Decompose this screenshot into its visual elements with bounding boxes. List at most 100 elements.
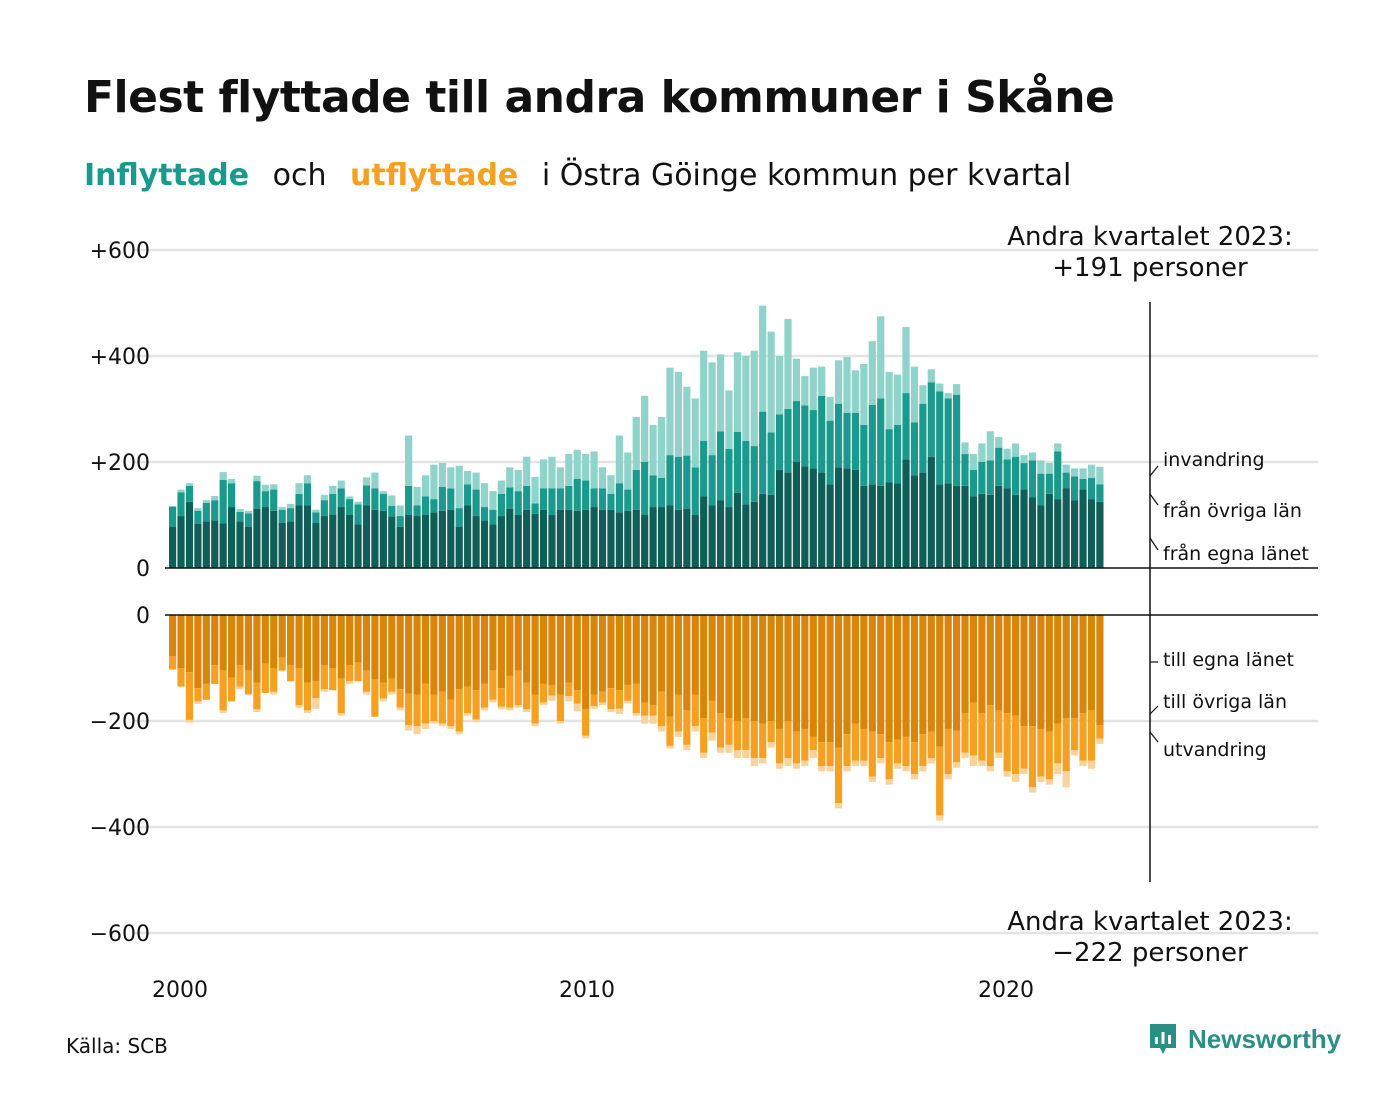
bar-in-segment	[708, 455, 716, 506]
bar-in-segment	[834, 403, 843, 468]
bar-out-segment	[371, 615, 379, 680]
bar-out-segment	[573, 690, 581, 704]
bar-in-segment	[961, 454, 969, 486]
bar-out-segment	[927, 731, 935, 759]
bar-out-segment	[1028, 726, 1037, 788]
bar-in-segment	[809, 367, 817, 411]
bar-out-segment	[312, 681, 320, 699]
bar-out-segment	[733, 750, 742, 759]
bar-out-segment	[936, 746, 944, 816]
bar-out-segment	[641, 715, 649, 724]
bar-out-segment	[506, 707, 514, 711]
bar-in-segment	[801, 466, 809, 568]
bar-in-segment	[1096, 484, 1104, 502]
bar-out-segment	[708, 700, 716, 733]
subtitle-and-word: och	[272, 158, 327, 193]
bar-in-segment	[548, 488, 556, 515]
bar-out-segment	[1087, 710, 1096, 761]
bar-in-segment	[371, 488, 379, 510]
bar-in-segment	[270, 489, 278, 511]
bar-out-segment	[421, 683, 430, 724]
bar-in-segment	[278, 522, 286, 568]
bar-in-segment	[750, 501, 758, 568]
bar-out-segment	[421, 615, 430, 684]
bar-out-segment	[877, 758, 885, 764]
bar-out-segment	[868, 731, 876, 777]
bar-out-segment	[1062, 615, 1070, 719]
bar-out-segment	[421, 723, 430, 729]
bar-out-segment	[1045, 731, 1053, 780]
bar-in-segment	[674, 371, 682, 457]
bar-in-segment	[624, 510, 632, 568]
bar-out-segment	[506, 675, 514, 708]
bar-out-segment	[320, 615, 328, 666]
bar-out-segment	[666, 716, 674, 746]
brand-name: Newsworthy	[1188, 1023, 1342, 1054]
bar-in-segment	[506, 487, 514, 509]
bar-in-segment	[826, 396, 834, 421]
bar-in-segment	[228, 478, 236, 484]
bar-out-segment	[716, 713, 725, 748]
bar-in-segment	[708, 505, 716, 568]
bar-in-segment	[733, 492, 742, 568]
bar-in-segment	[986, 494, 994, 568]
bar-out-segment	[759, 615, 767, 724]
bar-in-segment	[270, 484, 278, 490]
source-note: Källa: SCB	[66, 1034, 168, 1058]
bar-out-segment	[716, 747, 725, 753]
bar-in-segment	[615, 435, 623, 484]
bar-out-segment	[700, 718, 708, 753]
bar-in-segment	[228, 507, 236, 568]
subtitle-in-word: Inflyttade	[84, 158, 250, 193]
bar-out-segment	[944, 615, 952, 729]
bar-out-segment	[556, 615, 564, 695]
bar-in-segment	[1087, 477, 1096, 500]
bar-out-segment	[961, 615, 969, 714]
bar-in-segment	[961, 442, 969, 455]
bar-in-segment	[742, 440, 750, 505]
bar-in-segment	[657, 507, 666, 568]
bar-in-segment	[995, 485, 1003, 568]
bar-out-segment	[834, 747, 843, 804]
x-tick-label: 2000	[152, 978, 208, 1000]
bar-in-segment	[295, 493, 303, 506]
bar-out-segment	[978, 615, 986, 714]
bar-out-segment	[952, 730, 961, 763]
bar-in-segment	[961, 485, 969, 568]
bar-in-segment	[573, 478, 581, 511]
bar-out-segment	[961, 713, 969, 753]
bar-in-segment	[1079, 478, 1087, 490]
bar-in-segment	[362, 505, 371, 568]
legend-label: från egna länet	[1163, 542, 1309, 565]
bar-out-segment	[775, 615, 784, 729]
bar-out-segment	[472, 690, 480, 720]
bar-in-segment	[818, 472, 826, 568]
bar-in-segment	[733, 352, 742, 432]
bar-in-segment	[219, 480, 227, 524]
bar-out-segment	[531, 694, 539, 724]
bar-out-segment	[607, 688, 615, 710]
bar-in-segment	[674, 456, 682, 510]
bar-in-segment	[851, 412, 860, 470]
bar-in-segment	[523, 509, 531, 568]
bar-out-segment	[598, 702, 607, 706]
bar-out-segment	[185, 719, 194, 723]
bar-out-segment	[548, 615, 556, 685]
bar-out-segment	[742, 615, 750, 719]
bar-out-segment	[877, 734, 885, 759]
bar-out-segment	[253, 682, 261, 710]
bar-out-segment	[320, 665, 328, 690]
bar-out-segment	[801, 728, 809, 761]
bar-in-segment	[194, 508, 202, 511]
bar-in-segment	[860, 485, 868, 568]
bar-out-segment	[531, 615, 539, 695]
bar-in-segment	[851, 469, 860, 568]
bar-in-segment	[261, 507, 269, 568]
bar-out-segment	[514, 670, 522, 706]
bar-out-segment	[641, 615, 649, 703]
bar-in-segment	[759, 305, 767, 412]
bar-in-segment	[767, 331, 775, 433]
bar-out-segment	[893, 739, 902, 764]
bar-in-segment	[809, 468, 817, 568]
bar-out-segment	[362, 670, 371, 692]
